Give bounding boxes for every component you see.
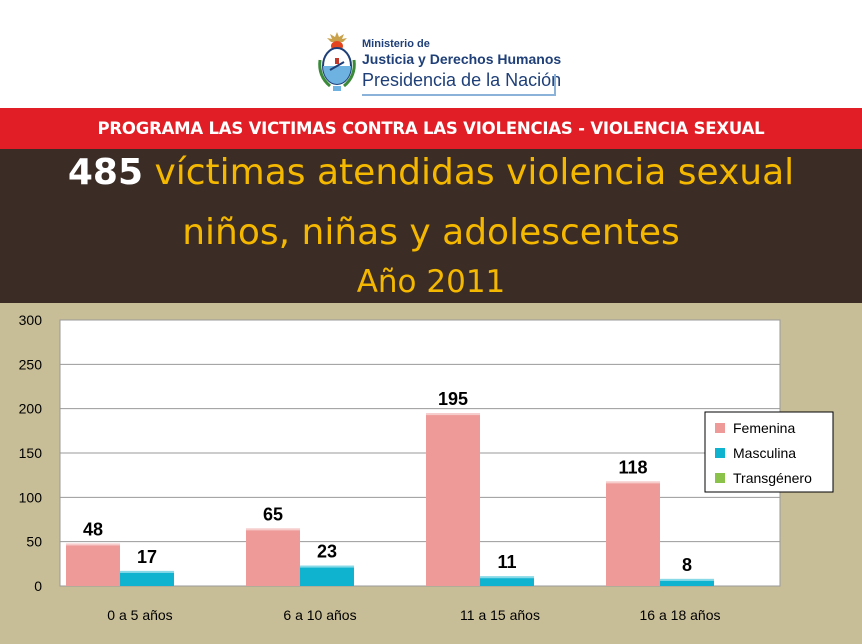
y-tick-label: 250 <box>19 356 43 372</box>
title-line-1: 485 víctimas atendidas violencia sexual <box>0 152 862 193</box>
bar-femenina <box>426 413 480 586</box>
bar-femenina <box>606 481 660 586</box>
title-band <box>0 149 862 303</box>
data-label: 118 <box>618 457 647 477</box>
legend-label: Femenina <box>733 420 795 436</box>
y-tick-label: 200 <box>19 401 43 417</box>
title-line-1-text: víctimas atendidas violencia sexual <box>154 152 795 193</box>
bar-highlight <box>480 576 534 579</box>
legend-label: Masculina <box>733 445 796 461</box>
data-label: 195 <box>438 389 468 409</box>
logo-divider <box>362 94 556 96</box>
bar-masculina <box>660 578 714 586</box>
x-tick-label: 6 a 10 años <box>283 607 356 623</box>
ministry-line-2: Justicia y Derechos Humanos <box>362 51 562 67</box>
y-tick-label: 300 <box>19 312 43 328</box>
y-tick-label: 50 <box>26 534 42 550</box>
title-year: Año 2011 <box>356 264 506 300</box>
legend <box>704 411 834 493</box>
legend-swatch <box>715 448 725 458</box>
program-banner: PROGRAMA LAS VICTIMAS CONTRA LAS VIOLENC… <box>0 108 862 149</box>
x-tick-label: 0 a 5 años <box>107 607 172 623</box>
y-tick-label: 150 <box>19 445 43 461</box>
data-label: 23 <box>317 542 337 562</box>
bar-highlight <box>300 565 354 568</box>
ministry-line-1: Ministerio de <box>362 38 430 50</box>
bar-masculina <box>300 565 354 586</box>
y-tick-label: 0 <box>34 578 42 594</box>
data-label: 48 <box>83 519 103 539</box>
x-tick-label: 11 a 15 años <box>460 607 540 623</box>
bar-highlight <box>426 413 480 416</box>
ministry-line-3: Presidencia de la Nación <box>362 70 562 90</box>
bar-femenina <box>66 543 120 586</box>
y-tick-label: 100 <box>19 489 43 505</box>
title-line-2: niños, niñas y adolescentes <box>182 212 680 253</box>
bar-highlight <box>120 570 174 573</box>
bar-chart: 0 50 100 150 200 250 300 48 17 0 a 5 años 65 23 6 a … <box>19 312 834 623</box>
bar-highlight <box>660 578 714 581</box>
bar-femenina <box>246 528 300 586</box>
legend-swatch <box>715 423 725 433</box>
legend-swatch <box>715 473 725 483</box>
bar-masculina <box>120 570 174 586</box>
x-tick-label: 16 a 18 años <box>640 607 721 623</box>
legend-label: Transgénero <box>733 470 812 486</box>
bar-highlight <box>66 543 120 546</box>
title-count: 485 <box>67 152 143 193</box>
data-label: 65 <box>263 504 283 524</box>
data-label: 8 <box>682 555 692 575</box>
bar-highlight <box>246 528 300 531</box>
coat-of-arms-icon <box>318 32 356 91</box>
header: Ministerio de Justicia y Derechos Humano… <box>0 0 862 108</box>
bar-masculina <box>480 576 534 586</box>
logo-divider-tick <box>554 74 556 96</box>
bar-highlight <box>606 481 660 484</box>
data-label: 17 <box>137 547 157 567</box>
data-label: 11 <box>497 552 516 572</box>
